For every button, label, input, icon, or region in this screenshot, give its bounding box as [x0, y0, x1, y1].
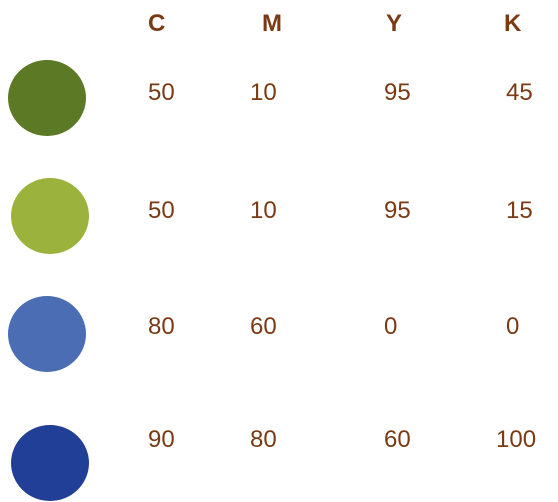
header-c: C [148, 10, 166, 37]
value-k: 15 [506, 197, 533, 224]
header-k: K [504, 10, 522, 37]
value-m: 60 [250, 313, 277, 340]
value-y: 60 [384, 426, 411, 453]
color-swatch [11, 425, 89, 501]
value-y: 95 [384, 197, 411, 224]
value-k: 0 [506, 313, 520, 340]
value-c: 80 [148, 313, 175, 340]
color-swatch [8, 60, 86, 136]
color-swatch [8, 296, 86, 372]
value-m: 10 [250, 197, 277, 224]
color-swatch [11, 178, 89, 254]
value-c: 50 [148, 197, 175, 224]
value-c: 50 [148, 79, 175, 106]
value-y: 95 [384, 79, 411, 106]
value-k: 100 [496, 426, 537, 453]
header-y: Y [386, 10, 403, 37]
header-m: M [262, 10, 282, 37]
value-y: 0 [384, 313, 398, 340]
value-c: 90 [148, 426, 175, 453]
value-m: 10 [250, 79, 277, 106]
value-k: 45 [506, 79, 533, 106]
value-m: 80 [250, 426, 277, 453]
